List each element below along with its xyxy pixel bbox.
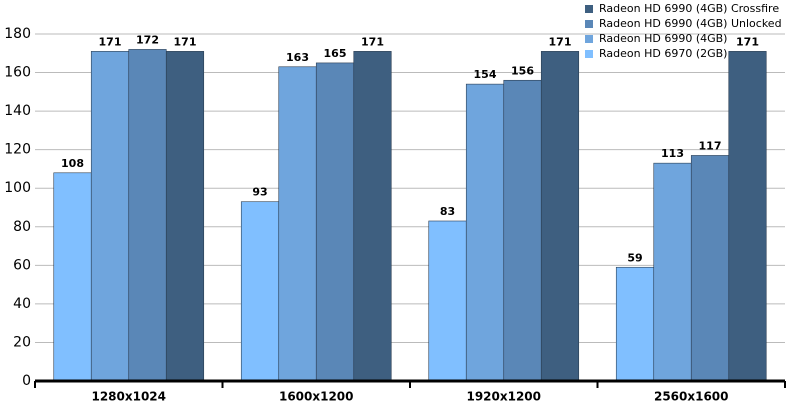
x-tick-label: 1600x1200 <box>279 390 354 404</box>
legend-swatch <box>585 5 593 13</box>
bar <box>53 172 92 382</box>
y-tick-label: 0 <box>22 373 31 389</box>
bar <box>465 83 505 382</box>
bar <box>353 51 392 382</box>
value-label: 172 <box>136 33 159 46</box>
value-label: 83 <box>440 205 455 218</box>
value-label: 154 <box>474 68 497 81</box>
y-tick-label: 60 <box>13 257 31 273</box>
legend-label: Radeon HD 6990 (4GB) Unlocked <box>599 17 782 30</box>
y-tick-label: 140 <box>4 103 31 119</box>
bar <box>653 162 692 382</box>
value-label: 156 <box>511 64 534 77</box>
y-tick-label: 180 <box>4 26 31 42</box>
legend-swatch <box>585 35 593 43</box>
x-tick-label: 1920x1200 <box>466 390 541 404</box>
y-tick-label: 120 <box>4 142 31 158</box>
bar <box>728 51 767 382</box>
legend-label: Radeon HD 6990 (4GB) Crossfire <box>599 2 779 15</box>
bar <box>240 201 280 382</box>
legend-swatch <box>585 50 593 58</box>
y-tick-label: 160 <box>4 65 31 81</box>
bar <box>90 51 130 382</box>
value-label: 108 <box>61 157 84 170</box>
bar <box>315 62 355 382</box>
value-label: 165 <box>324 47 347 60</box>
value-label: 171 <box>549 35 572 48</box>
value-label: 171 <box>736 35 759 48</box>
bar <box>540 51 580 382</box>
bar <box>165 51 205 382</box>
y-tick-label: 100 <box>4 180 31 196</box>
y-tick-label: 80 <box>13 219 31 235</box>
value-label: 171 <box>99 35 122 48</box>
bar <box>503 79 542 382</box>
bar <box>615 266 655 382</box>
legend-swatch <box>585 20 593 28</box>
bar <box>278 66 317 382</box>
legend-label: Radeon HD 6990 (4GB) <box>599 32 727 45</box>
bar <box>690 155 730 382</box>
value-label: 171 <box>361 35 384 48</box>
value-label: 113 <box>661 147 684 160</box>
legend-label: Radeon HD 6970 (2GB) <box>599 47 727 60</box>
y-tick-label: 40 <box>13 296 31 312</box>
x-tick-label: 1280x1024 <box>91 390 166 404</box>
value-label: 171 <box>174 35 197 48</box>
bar <box>428 220 467 382</box>
value-label: 59 <box>627 251 642 264</box>
x-tick-label: 2560x1600 <box>654 390 729 404</box>
y-tick-label: 20 <box>13 334 31 350</box>
value-label: 163 <box>286 51 309 64</box>
value-label: 117 <box>699 139 722 152</box>
value-label: 93 <box>252 186 267 199</box>
bar <box>128 49 167 382</box>
